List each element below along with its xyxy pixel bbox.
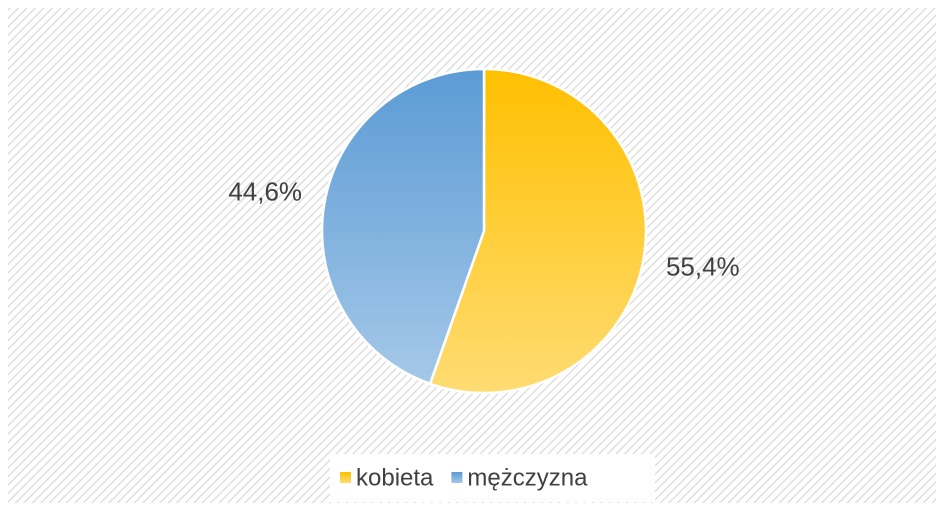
- legend-label: mężczyzna: [467, 464, 588, 491]
- data-label: 55,4%: [666, 251, 740, 281]
- legend-label: kobieta: [356, 464, 434, 491]
- legend-background: [330, 454, 655, 502]
- legend-swatch: [340, 472, 351, 483]
- data-label: 44,6%: [228, 176, 302, 206]
- legend-swatch: [451, 472, 463, 483]
- pie-slice: [320, 67, 486, 386]
